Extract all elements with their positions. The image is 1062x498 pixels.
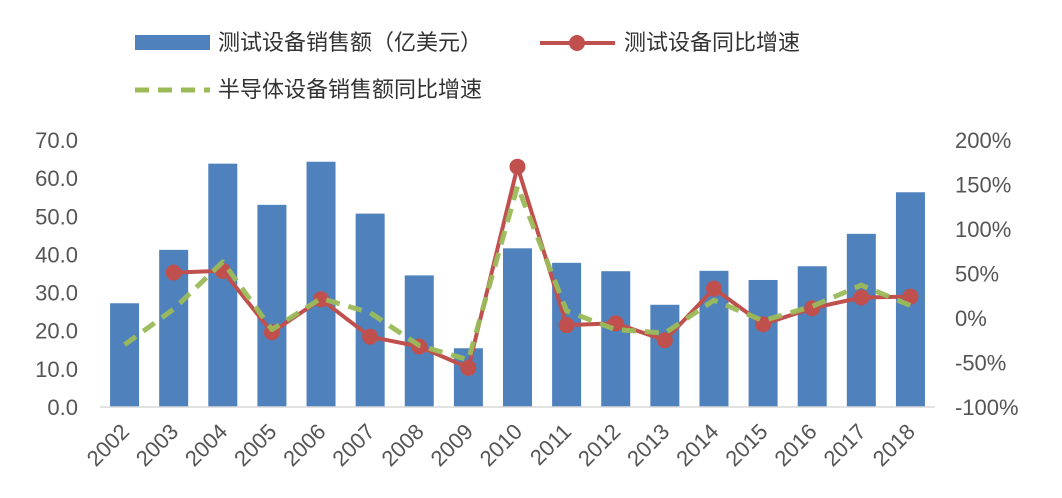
point-test-equipment-growth-2003 (165, 264, 182, 281)
x-axis-tick-label: 2013 (622, 419, 674, 471)
bar-2016 (797, 266, 827, 407)
x-axis-tick-label: 2016 (769, 419, 821, 471)
right-axis-tick-label: -100% (955, 395, 1019, 420)
left-axis-tick-label: 60.0 (35, 166, 78, 191)
x-axis-tick-label: 2017 (819, 419, 871, 471)
bar-2006 (306, 161, 336, 407)
x-axis-tick-label: 2010 (475, 419, 527, 471)
right-axis-tick-label: 50% (955, 262, 999, 287)
bar-2005 (257, 204, 287, 407)
bar-2013 (650, 304, 680, 407)
x-axis-tick-label: 2018 (868, 419, 920, 471)
point-test-equipment-growth-2017 (853, 289, 870, 306)
right-axis-tick-label: 150% (955, 173, 1011, 198)
right-axis-tick-label: 0% (955, 306, 987, 331)
x-axis-tick-label: 2006 (278, 419, 330, 471)
point-test-equipment-growth-2013 (656, 332, 673, 349)
bar-2015 (748, 279, 778, 407)
legend-label-green-dashed: 半导体设备销售额同比增速 (218, 78, 482, 103)
bar-2002 (110, 303, 140, 407)
left-axis-tick-label: 40.0 (35, 242, 78, 267)
left-axis-tick-label: 10.0 (35, 357, 78, 382)
left-axis-tick-label: 50.0 (35, 204, 78, 229)
x-axis-tick-label: 2014 (671, 419, 723, 471)
bar-2010 (503, 248, 532, 407)
bar-2012 (601, 271, 631, 407)
point-test-equipment-growth-2009 (460, 359, 477, 376)
legend-swatch-red-marker (569, 35, 585, 51)
point-test-equipment-growth-2011 (558, 317, 575, 334)
right-axis-tick-label: 200% (955, 128, 1011, 153)
x-axis-tick-label: 2015 (720, 419, 772, 471)
point-test-equipment-growth-2007 (362, 328, 379, 345)
x-axis-tick-label: 2003 (131, 419, 183, 471)
point-test-equipment-growth-2014 (705, 280, 722, 297)
left-axis-tick-label: 0.0 (47, 395, 78, 420)
x-axis-tick-label: 2009 (426, 419, 478, 471)
x-axis-tick-label: 2004 (180, 419, 232, 471)
bar-2017 (846, 233, 876, 407)
right-axis-tick-label: 100% (955, 217, 1011, 242)
x-axis-tick-label: 2008 (377, 419, 429, 471)
right-axis-tick-label: -50% (955, 351, 1006, 376)
series-line-semiconductor-equipment-growth (123, 183, 912, 363)
legend-label-red-line: 测试设备同比增速 (624, 31, 800, 56)
point-test-equipment-growth-2018 (902, 288, 919, 305)
x-axis-tick-label: 2012 (573, 419, 625, 471)
x-axis-tick-label: 2007 (327, 419, 379, 471)
point-test-equipment-growth-2010 (509, 158, 526, 175)
left-axis-tick-label: 20.0 (35, 319, 78, 344)
x-axis-tick-label: 2005 (229, 419, 281, 471)
left-axis-tick-label: 30.0 (35, 281, 78, 306)
legend-label-bar: 测试设备销售额（亿美元） (218, 31, 482, 56)
left-axis-tick-label: 70.0 (35, 128, 78, 153)
x-axis-tick-label: 2002 (82, 419, 134, 471)
legend-swatch-bar (135, 35, 210, 50)
x-axis-tick-label: 2011 (525, 419, 576, 470)
